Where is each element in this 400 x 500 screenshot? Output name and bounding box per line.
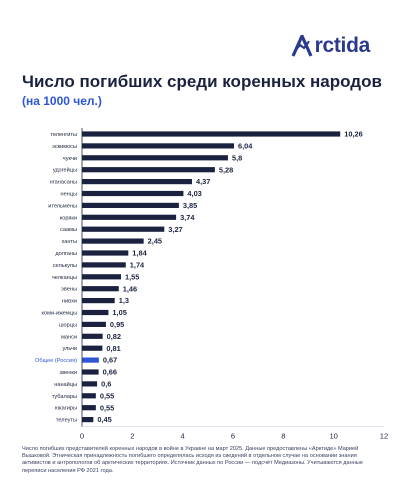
bar <box>82 405 96 411</box>
category-label: тубалары <box>52 394 77 400</box>
category-label: коми-ижемцы <box>41 311 77 317</box>
value-label: 2,45 <box>148 237 162 246</box>
value-label: 4,37 <box>196 177 210 186</box>
category-label: ульчи <box>62 346 77 352</box>
x-tick-label: 0 <box>80 432 84 441</box>
value-label: 0,55 <box>100 403 114 412</box>
bar <box>82 202 179 208</box>
value-label: 10,26 <box>344 130 363 139</box>
bar <box>82 179 192 185</box>
page-title: Число погибших среди коренных народов <box>22 72 382 91</box>
category-label: эскимосы <box>52 144 77 150</box>
value-label: 1,74 <box>130 261 145 270</box>
x-tick-label: 10 <box>329 432 337 441</box>
bar <box>82 417 94 423</box>
value-label: 0,67 <box>103 356 117 365</box>
bar <box>82 381 98 387</box>
bar <box>82 298 115 304</box>
x-tick-label: 12 <box>380 432 388 441</box>
category-label: манси <box>61 334 77 340</box>
bar <box>82 321 106 327</box>
x-tick-label: 2 <box>130 432 134 441</box>
value-label: 3,27 <box>168 225 182 234</box>
category-label: нанайцы <box>54 381 77 388</box>
category-label: нивхи <box>62 299 77 305</box>
category-label: коряки <box>60 215 77 221</box>
footnote: Число погибших представителей коренных н… <box>22 446 363 474</box>
bar <box>82 262 126 268</box>
arctida-a-logo-icon <box>291 35 313 57</box>
arctida-logo: rctida <box>291 34 370 58</box>
bar <box>82 393 96 399</box>
category-label: ненцы <box>60 192 77 198</box>
value-label: 5,8 <box>232 153 242 162</box>
category-label: ханты <box>61 239 77 245</box>
value-label: 1,84 <box>132 249 147 258</box>
category-label: ительмены <box>48 203 77 209</box>
category-label: теленгиты <box>50 132 77 138</box>
value-label: 1,05 <box>112 308 126 317</box>
value-label: 0,6 <box>101 380 111 389</box>
category-label: долганы <box>55 251 77 257</box>
category-label: саамы <box>60 227 77 233</box>
category-label: чукчи <box>63 156 77 162</box>
bar <box>82 167 215 173</box>
bar <box>82 131 341 137</box>
bar <box>82 369 99 375</box>
category-label: удэгейцы <box>53 167 77 174</box>
category-label: селькупы <box>53 263 77 269</box>
bar <box>82 143 235 149</box>
value-label: 1,3 <box>119 296 129 305</box>
bar <box>82 274 122 280</box>
page-subtitle: (на 1000 чел.) <box>22 94 102 108</box>
category-label: челканцы <box>52 275 77 281</box>
bar <box>82 190 184 197</box>
value-label: 1,46 <box>123 284 137 293</box>
bar <box>82 286 119 292</box>
category-label: Общее (Россия) <box>35 358 77 364</box>
value-label: 6,04 <box>238 142 253 151</box>
bar <box>82 226 165 232</box>
x-tick-label: 8 <box>281 432 285 441</box>
bar <box>82 309 109 316</box>
bar <box>82 214 177 220</box>
bar-chart: теленгиты 10,26 эскимосы 6,04 чукчи 5,8 удэгей… <box>35 128 388 441</box>
bar <box>82 238 144 244</box>
value-label: 0,45 <box>97 415 111 424</box>
x-tick-label: 4 <box>181 432 185 441</box>
x-tick-label: 6 <box>231 432 235 441</box>
value-label: 0,81 <box>106 344 120 353</box>
bar <box>82 155 228 161</box>
bar <box>82 250 129 256</box>
bar <box>82 357 99 363</box>
category-label: эвенки <box>59 370 77 376</box>
value-label: 0,95 <box>110 320 124 329</box>
brand-name: rctida <box>314 34 371 57</box>
category-label: шорцы <box>59 322 77 328</box>
bar <box>82 345 103 351</box>
category-label: телеуты <box>56 418 77 424</box>
category-label: юкагиры <box>55 406 77 412</box>
value-label: 0,66 <box>103 368 117 377</box>
bar <box>82 333 103 339</box>
value-label: 1,55 <box>125 272 139 281</box>
value-label: 3,85 <box>183 201 197 210</box>
value-label: 3,74 <box>180 213 195 222</box>
value-label: 0,55 <box>100 391 114 400</box>
value-label: 0,82 <box>107 332 121 341</box>
value-label: 4,03 <box>187 189 201 198</box>
category-label: нганасаны <box>50 180 77 186</box>
value-label: 5,28 <box>219 165 233 174</box>
category-label: эвены <box>61 287 77 293</box>
